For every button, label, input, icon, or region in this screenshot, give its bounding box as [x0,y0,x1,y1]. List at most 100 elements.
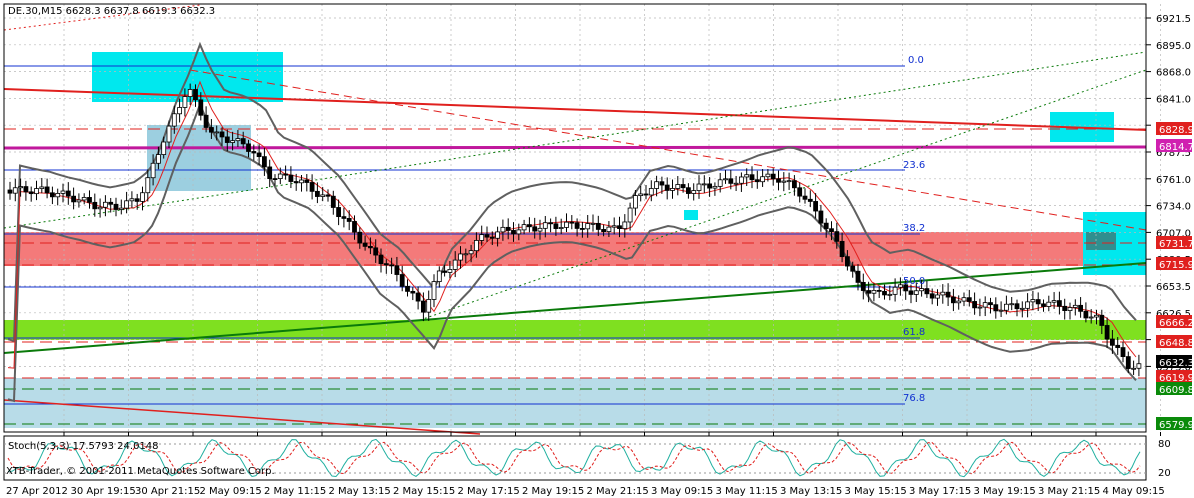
candle [71,195,76,203]
resistance-zone [4,232,1146,266]
candle [203,114,209,128]
candle [882,290,887,296]
level-badge-label: 6609.8 [1159,385,1194,396]
candle [686,187,691,194]
time-tick-label: 30 Apr 19:15 [71,486,136,497]
candle [1115,344,1121,348]
price-tick-label: 6761.0 [1156,175,1191,186]
candle [256,152,262,158]
lower-red-trendline [3,399,481,435]
candle [150,162,156,179]
candle [521,224,527,231]
support-zone [4,320,1146,340]
time-tick-label: 3 May 11:15 [716,486,778,497]
candle [394,265,400,275]
price-tick-label: 6653.5 [1156,282,1191,293]
candle [951,296,956,304]
candle [1035,299,1041,305]
price-tick-label: 6734.0 [1156,202,1191,213]
candle [261,156,267,168]
candle [792,180,797,189]
candle [739,176,744,184]
candle [723,178,728,181]
fib-label: 23.6 [903,160,925,171]
candle [431,281,437,300]
candle [664,184,670,191]
candle [219,131,225,138]
candle [309,182,315,192]
candle [691,190,697,194]
candle [527,224,532,228]
time-tick-label: 2 May 09:15 [200,486,262,497]
stoch-level-80: 80 [1158,439,1171,450]
candle [898,284,903,288]
candle [776,178,781,183]
candle [1120,347,1126,357]
candle [468,250,474,255]
candle [595,222,601,230]
lower-band [7,101,1137,403]
candle [1030,299,1036,303]
copyright-label: XTB-Trader, © 2001-2011 MetaQuotes Softw… [6,466,275,477]
level-badge [1156,370,1192,383]
candle [511,230,516,235]
candle [876,290,882,292]
level-badge [1156,355,1192,368]
level-badge-label: 6715.9 [1159,260,1194,271]
candle [1041,303,1046,307]
candle [797,187,803,197]
candle [675,184,681,189]
candle [850,265,856,272]
level-badge [1156,335,1192,348]
candle [314,190,320,197]
candle [458,253,463,261]
chart-frame [3,3,1147,433]
level-badge [1156,382,1192,395]
candle [670,188,675,191]
price-tick-label: 6895.0 [1156,41,1191,52]
candle [500,226,506,233]
stochastic-lines [4,438,1146,478]
candle [813,201,818,212]
level-badge-label: 6828.9 [1159,125,1194,136]
candle [214,131,220,134]
candle [1099,314,1105,326]
candle [935,294,940,299]
candle [182,96,188,108]
candle [155,154,161,164]
candle [977,306,983,309]
candle [749,174,755,181]
candle [1004,303,1009,311]
candle [108,201,114,205]
candle [1125,356,1131,369]
support-trendline [3,262,1147,354]
candle [320,194,326,197]
candle [712,185,718,189]
candle [452,259,458,270]
candle [823,222,829,230]
candle [548,222,553,225]
fib-label: 76.8 [903,393,925,404]
level-badge-label: 6632.3 [1159,358,1194,369]
candle [65,190,71,197]
candle [1046,301,1052,307]
candle [940,291,946,296]
candle [601,229,606,233]
candle [701,183,707,186]
candle [908,290,914,295]
price-tick-label: 6707.0 [1156,228,1191,239]
time-tick-label: 3 May 13:15 [780,486,842,497]
candle [76,199,82,203]
price-tick-label: 6841.0 [1156,94,1191,105]
fib-label: 50.0 [903,276,925,287]
time-tick-label: 2 May 13:15 [329,486,391,497]
candle [542,222,548,229]
price-tick-label: 6626.5 [1156,309,1191,320]
candle [166,125,172,143]
small-box [684,210,698,220]
candle [760,176,765,183]
time-tick-label: 3 May 19:15 [974,486,1036,497]
candle [330,195,336,208]
